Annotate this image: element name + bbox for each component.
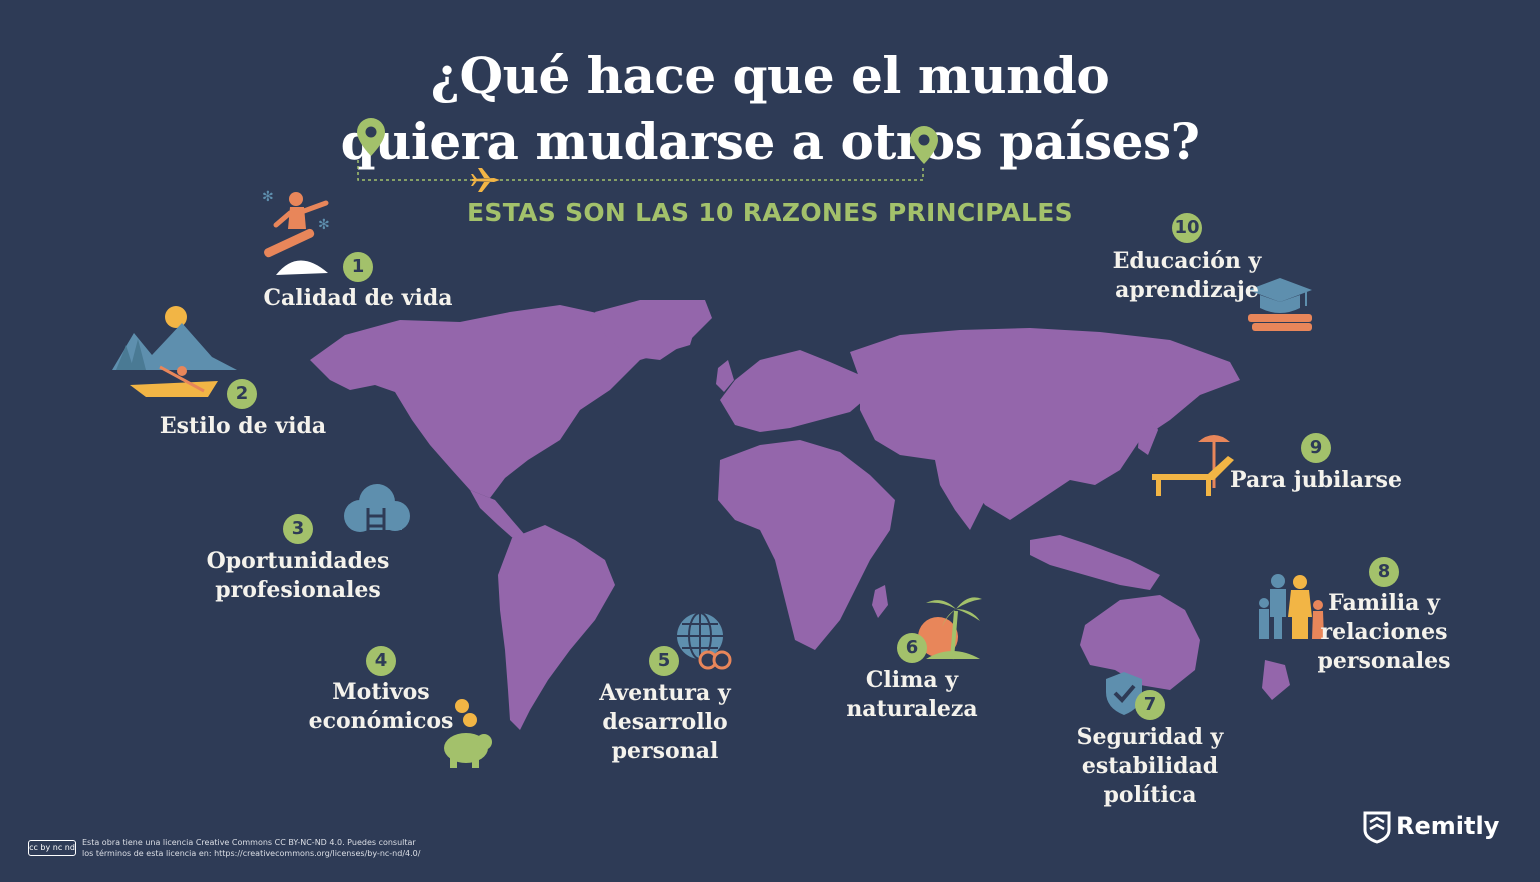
flight-path-line: [357, 160, 924, 181]
graduation-cap-books-icon: [1248, 278, 1312, 331]
australia-shape: [1080, 595, 1200, 690]
svg-text:✻: ✻: [262, 189, 274, 205]
flight-path-decoration: [357, 118, 938, 192]
uk-shape: [716, 360, 734, 392]
south-america-shape: [498, 525, 615, 730]
map-pin-icon-left: [357, 118, 385, 156]
palm-tree-sun-icon: [918, 597, 982, 660]
reason-6-badge: 6: [897, 633, 927, 663]
madagascar-shape: [872, 585, 888, 618]
reason-2-badge: 2: [227, 379, 257, 409]
family-icon: [1259, 574, 1324, 639]
remitly-brand: Remitly: [1396, 812, 1500, 840]
reason-5-label: Aventura y desarrollo personal: [599, 680, 731, 764]
japan-shape: [1138, 410, 1158, 455]
svg-text:✻: ✻: [318, 217, 330, 233]
subtitle: ESTAS SON LAS 10 RAZONES PRINCIPALES: [467, 198, 1073, 227]
reason-1-badge: 1: [343, 252, 373, 282]
central-america-shape: [470, 490, 525, 540]
reason-10-label: Educación y aprendizaje: [1112, 248, 1262, 303]
reason-3-label: Oportunidades profesionales: [206, 548, 390, 603]
kayak-mountains-icon: [112, 306, 237, 397]
reason-9-label: Para jubilarse: [1230, 467, 1402, 493]
reason-6-label: Clima y naturaleza: [846, 667, 978, 722]
reason-8-badge: 8: [1369, 557, 1399, 587]
reason-9-badge: 9: [1301, 433, 1331, 463]
piggy-bank-icon: [444, 699, 492, 768]
globe-binoculars-icon: [677, 612, 732, 670]
reason-4-label: Motivos económicos: [308, 679, 454, 734]
asia-shape: [850, 328, 1240, 520]
reason-8-label: Familia y relaciones personales: [1317, 590, 1451, 674]
reason-4-badge: 4: [366, 646, 396, 676]
europe-shape: [720, 350, 870, 432]
reason-1-label: Calidad de vida: [263, 285, 453, 311]
title-line-1: ¿Qué hace que el mundo: [430, 46, 1110, 105]
new-zealand-shape: [1262, 660, 1290, 700]
reason-2-label: Estilo de vida: [159, 413, 327, 439]
airplane-icon: [471, 168, 500, 192]
cloud-ladder-icon: [344, 484, 410, 550]
remitly-logo-icon: [1363, 811, 1391, 844]
reason-5-badge: 5: [649, 646, 679, 676]
greenland-shape: [595, 300, 712, 360]
shield-check-icon: [1106, 672, 1142, 715]
reason-7-label: Seguridad y estabilidad política: [1076, 724, 1224, 808]
snowboarder-icon: ✻ ✻: [262, 189, 330, 275]
license-text: Esta obra tiene una licencia Creative Co…: [82, 838, 421, 858]
southeast-asia-shape: [1030, 535, 1160, 590]
africa-shape: [718, 440, 895, 650]
title-line-2: quiera mudarse a otros países?: [340, 112, 1200, 171]
map-pin-icon-right: [910, 126, 938, 164]
creative-commons-badge: cc by nc nd: [28, 840, 76, 856]
reason-3-badge: 3: [283, 514, 313, 544]
reason-10-badge: 10: [1172, 213, 1202, 243]
reason-7-badge: 7: [1135, 690, 1165, 720]
beach-lounger-icon: [1152, 435, 1234, 496]
north-america-shape: [310, 305, 700, 498]
india-shape: [935, 460, 990, 530]
